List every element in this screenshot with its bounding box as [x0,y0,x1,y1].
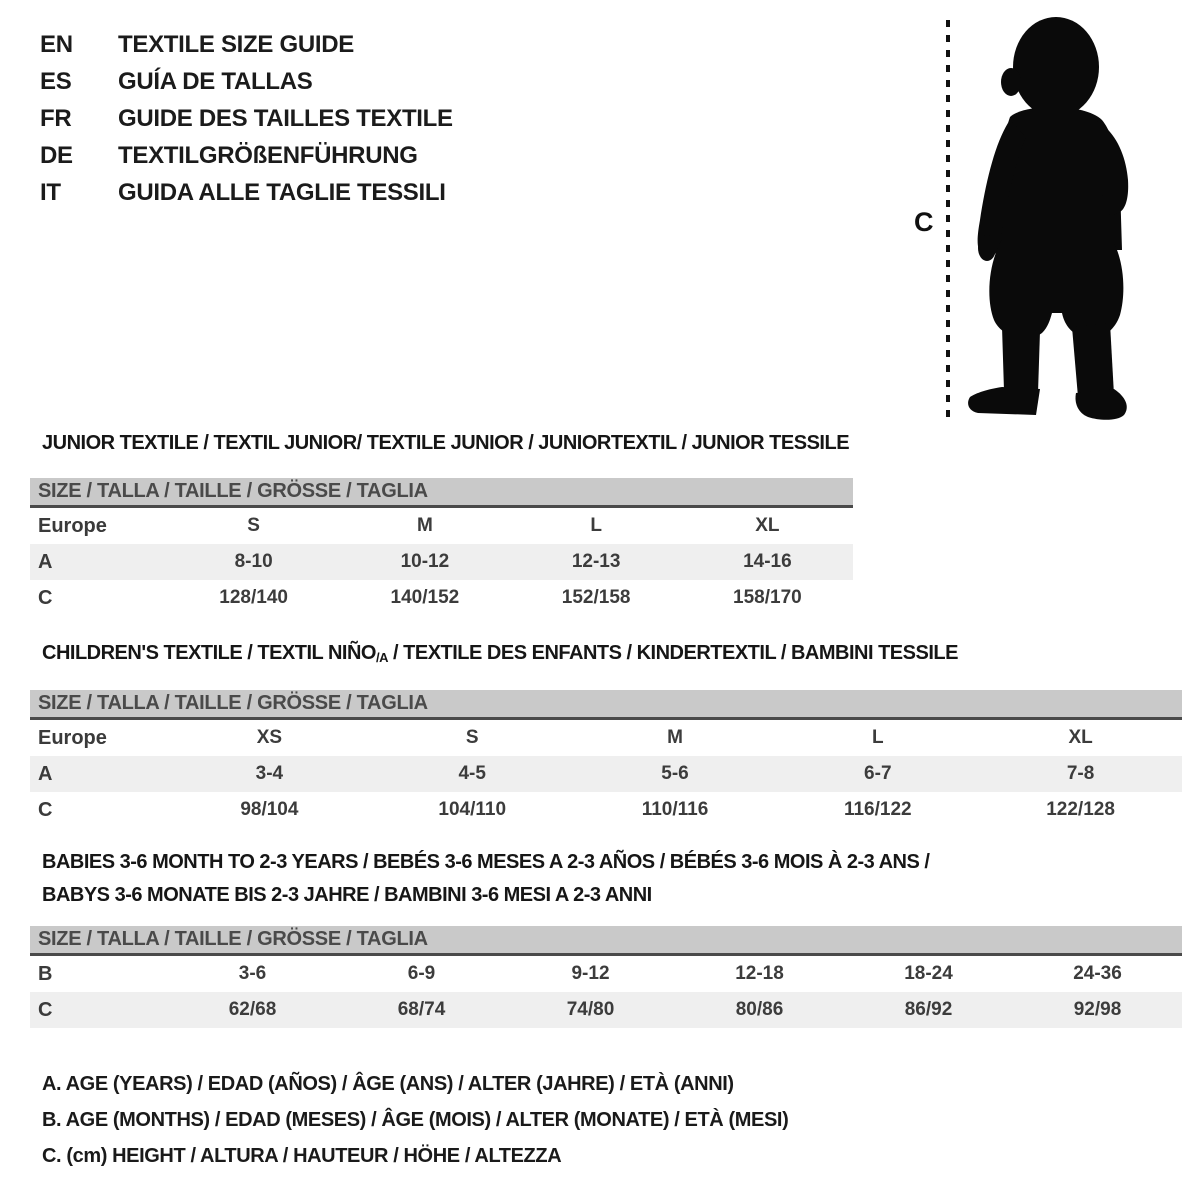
age-cell: 18-24 [904,963,953,984]
lang-row-en: EN TEXTILE SIZE GUIDE [40,26,453,63]
babies-size-table: SIZE / TALLA / TAILLE / GRÖSSE / TAGLIA … [30,926,1182,1028]
lang-code: IT [40,178,61,206]
table-row: Europe S M L XL [30,508,853,544]
age-cell: 12-18 [735,963,784,984]
toddler-shape [968,17,1129,420]
row-label: A [38,550,53,573]
age-cell: 14-16 [743,551,792,572]
height-cell: 80/86 [735,999,784,1020]
height-cell: 122/128 [1046,799,1115,820]
lang-code: DE [40,141,73,169]
height-cell: 140/152 [390,587,460,608]
lang-title: TEXTILGRÖßENFÜHRUNG [118,141,418,169]
lang-row-de: DE TEXTILGRÖßENFÜHRUNG [40,137,453,174]
age-cell: 10-12 [400,551,450,572]
age-cell: 3-6 [238,963,267,984]
table-row: C 98/104 104/110 110/116 116/122 122/128 [30,792,1182,828]
height-cell: 62/68 [228,999,277,1020]
height-figure: C [890,5,1190,435]
size-cell: M [667,727,683,748]
row-label: C [38,798,53,821]
age-cell: 9-12 [571,963,610,984]
row-label: C [38,998,53,1021]
age-cell: 4-5 [458,763,486,784]
age-cell: 7-8 [1066,763,1095,784]
lang-code: EN [40,30,73,58]
junior-section-heading: JUNIOR TEXTILE / TEXTIL JUNIOR/ TEXTILE … [42,432,850,454]
size-cell: S [247,515,260,536]
junior-size-table: SIZE / TALLA / TAILLE / GRÖSSE / TAGLIA … [30,478,853,616]
row-label: C [38,586,53,609]
lang-code: FR [40,104,72,132]
lang-row-es: ES GUÍA DE TALLAS [40,63,453,100]
babies-heading-line1: BABIES 3-6 MONTH TO 2-3 YEARS / BEBÉS 3-… [42,851,930,873]
height-cell: 128/140 [219,587,288,608]
table-row: C 62/68 68/74 74/80 80/86 86/92 92/98 [30,992,1182,1028]
table-row: B 3-6 6-9 9-12 12-18 18-24 24-36 [30,956,1182,992]
age-cell: 24-36 [1073,963,1122,984]
age-cell: 5-6 [661,763,689,784]
size-cell: XS [256,727,283,748]
height-cell: 92/98 [1073,999,1122,1020]
height-cell: 98/104 [240,799,299,820]
children-section-heading: CHILDREN'S TEXTILE / TEXTIL NIÑO/A / TEX… [42,642,958,665]
babies-heading-line2: BABYS 3-6 MONATE BIS 2-3 JAHRE / BAMBINI… [42,884,652,906]
height-cell: 104/110 [438,799,507,820]
table-row: Europe XS S M L XL [30,720,1182,756]
height-cell: 116/122 [843,799,912,820]
size-cell: XL [1068,727,1093,748]
height-cell: 158/170 [733,587,802,608]
size-cell: L [590,515,602,536]
lang-title: GUIDE DES TAILLES TEXTILE [118,104,453,132]
age-cell: 6-7 [864,763,892,784]
row-label: B [38,962,53,985]
size-cell: M [416,515,433,536]
height-cell: 86/92 [904,999,953,1020]
age-cell: 3-4 [255,763,284,784]
children-heading-prefix: CHILDREN'S TEXTILE / TEXTIL NIÑO [42,642,376,664]
row-label: Europe [38,514,107,537]
height-cell: 152/158 [561,587,631,608]
size-header-bar: SIZE / TALLA / TAILLE / GRÖSSE / TAGLIA [30,926,1182,956]
toddler-silhouette [946,17,1129,420]
size-header-bar: SIZE / TALLA / TAILLE / GRÖSSE / TAGLIA [30,478,853,508]
size-cell: S [465,727,479,748]
lang-title: GUIDA ALLE TAGLIE TESSILI [118,178,446,206]
lang-title: GUÍA DE TALLAS [118,67,313,95]
lang-row-it: IT GUIDA ALLE TAGLIE TESSILI [40,174,453,211]
row-label: A [38,762,53,785]
table-row: C 128/140 140/152 152/158 158/170 [30,580,853,616]
footnotes: A. AGE (YEARS) / EDAD (AÑOS) / ÂGE (ANS)… [42,1066,789,1174]
age-cell: 6-9 [407,963,436,984]
row-label: Europe [38,726,107,749]
footnote-b: B. AGE (MONTHS) / EDAD (MESES) / ÂGE (MO… [42,1109,789,1131]
lang-title: TEXTILE SIZE GUIDE [118,30,354,58]
lang-row-fr: FR GUIDE DES TAILLES TEXTILE [40,100,453,137]
children-heading-suffix: / TEXTILE DES ENFANTS / KINDERTEXTIL / B… [387,642,958,664]
size-header-bar: SIZE / TALLA / TAILLE / GRÖSSE / TAGLIA [30,690,1182,720]
size-cell: L [871,727,884,748]
age-cell: 12-13 [571,551,621,572]
height-cell: 68/74 [397,999,446,1020]
height-cell: 74/80 [566,999,615,1020]
size-cell: XL [755,515,780,536]
age-cell: 8-10 [234,551,273,572]
children-heading-subscript: /A [375,650,389,665]
height-measure-label: C [914,207,934,237]
height-cell: 110/116 [641,799,709,820]
footnote-a: A. AGE (YEARS) / EDAD (AÑOS) / ÂGE (ANS)… [42,1073,734,1095]
footnote-c: C. (cm) HEIGHT / ALTURA / HAUTEUR / HÖHE… [42,1145,562,1167]
language-header: EN TEXTILE SIZE GUIDE ES GUÍA DE TALLAS … [40,26,453,211]
table-row: A 8-10 10-12 12-13 14-16 [30,544,853,580]
table-row: A 3-4 4-5 5-6 6-7 7-8 [30,756,1182,792]
children-size-table: SIZE / TALLA / TAILLE / GRÖSSE / TAGLIA … [30,690,1182,828]
babies-section-heading: BABIES 3-6 MONTH TO 2-3 YEARS / BEBÉS 3-… [42,846,930,912]
lang-code: ES [40,67,72,95]
